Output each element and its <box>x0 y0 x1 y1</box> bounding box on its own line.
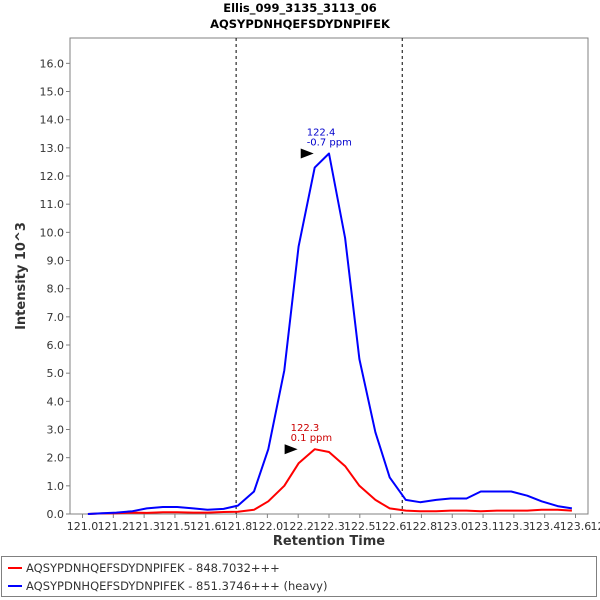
y-axis-label: Intensity 10^3 <box>14 222 29 330</box>
x-tick-label: 122.0 <box>252 520 284 533</box>
x-tick-label: 123.8 <box>591 520 600 533</box>
legend-swatch-light <box>8 567 22 569</box>
peak-annotation-text: 122.3 <box>291 423 320 434</box>
y-tick-label: 5.0 <box>47 367 65 380</box>
y-tick-label: 4.0 <box>47 395 65 408</box>
x-tick-label: 123.0 <box>436 520 468 533</box>
x-tick-label: 121.5 <box>159 520 191 533</box>
x-axis-label: Retention Time <box>273 534 385 549</box>
y-tick-label: 3.0 <box>47 424 65 437</box>
legend-item-light: AQSYPDNHQEFSDYDNPIFEK - 848.7032+++ <box>8 559 280 577</box>
plot-area: 121.0 121.2 121.3 121.5 121.6 121.8 122.0 122.2… <box>14 37 600 549</box>
x-tick-label: 122.3 <box>313 520 345 533</box>
x-tick-label: 122.2 <box>282 520 314 533</box>
x-tick-label: 121.3 <box>128 520 160 533</box>
legend-label-light: AQSYPDNHQEFSDYDNPIFEK - 848.7032+++ <box>26 561 280 575</box>
y-tick-label: 8.0 <box>47 283 65 296</box>
y-tick-label: 1.0 <box>47 480 65 493</box>
x-tick-label: 121.8 <box>221 520 253 533</box>
y-tick-label: 12.0 <box>40 170 65 183</box>
chart-title: Ellis_099_3135_3113_06 AQSYPDNHQEFSDYDNP… <box>0 0 600 32</box>
peak-marker-arrow <box>284 444 298 455</box>
legend-item-heavy: AQSYPDNHQEFSDYDNPIFEK - 851.3746+++ (hea… <box>8 577 327 595</box>
x-tick-label: 121.0 <box>67 520 99 533</box>
peak-annotation-text: 122.4 <box>307 127 336 138</box>
x-tick-label: 122.8 <box>406 520 438 533</box>
x-tick-label: 121.2 <box>98 520 130 533</box>
peak-annotation-text: -0.7 ppm <box>307 137 352 148</box>
y-tick-label: 14.0 <box>40 114 65 127</box>
y-tick-label: 16.0 <box>40 57 65 70</box>
x-tick-label: 121.6 <box>190 520 222 533</box>
legend-swatch-heavy <box>8 585 22 587</box>
x-tick-label: 123.3 <box>498 520 530 533</box>
x-tick-label: 123.4 <box>529 520 561 533</box>
y-tick-label: 9.0 <box>47 255 65 268</box>
legend-label-heavy: AQSYPDNHQEFSDYDNPIFEK - 851.3746+++ (hea… <box>26 579 328 593</box>
x-tick-label: 122.6 <box>375 520 407 533</box>
series-line-heavy <box>87 152 573 515</box>
x-tick-label: 123.6 <box>560 520 592 533</box>
y-tick-label: 6.0 <box>47 339 65 352</box>
x-tick-label: 122.5 <box>344 520 376 533</box>
x-tick-label: 123.1 <box>467 520 499 533</box>
y-tick-label: 13.0 <box>40 142 65 155</box>
y-tick-label: 10.0 <box>40 226 65 239</box>
y-tick-label: 2.0 <box>47 452 65 465</box>
legend: AQSYPDNHQEFSDYDNPIFEK - 848.7032+++ AQSY… <box>1 556 597 597</box>
chart-title-line-1: Ellis_099_3135_3113_06 <box>223 1 377 15</box>
peak-marker-arrow <box>300 148 314 159</box>
series-line-light <box>87 448 572 515</box>
y-tick-label: 15.0 <box>40 86 65 99</box>
y-tick-label: 0.0 <box>47 508 65 521</box>
peak-annotation-text: 0.1 ppm <box>291 433 333 444</box>
y-tick-label: 7.0 <box>47 311 65 324</box>
chart-title-line-2: AQSYPDNHQEFSDYDNPIFEK <box>210 17 390 31</box>
y-tick-label: 11.0 <box>40 198 65 211</box>
